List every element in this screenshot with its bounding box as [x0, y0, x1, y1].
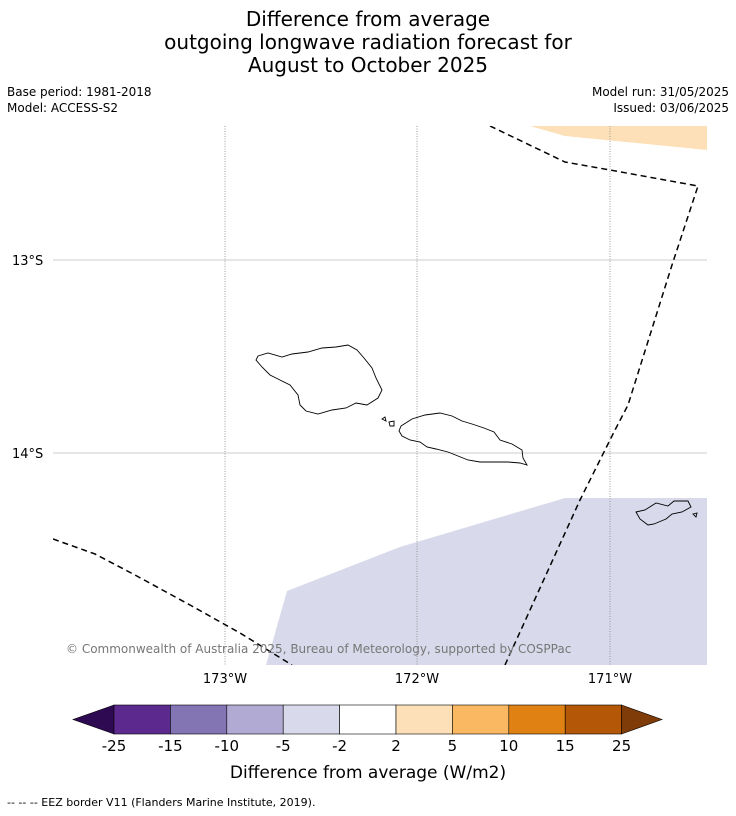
colorbar-min-extension	[72, 704, 115, 735]
lon-label-172w: 172°W	[395, 672, 439, 687]
negative-anomaly-region	[266, 498, 707, 665]
title-line-3: August to October 2025	[247, 53, 489, 77]
colorbar-tick-label: 10	[499, 737, 518, 755]
colorbar-tick-label: 2	[391, 737, 401, 755]
title-line-2: outgoing longwave radiation forecast for	[164, 30, 572, 54]
meta-left: Base period: 1981-2018 Model: ACCESS-S2	[7, 84, 152, 116]
map-area	[53, 126, 707, 665]
eez-border-north-east	[489, 126, 699, 665]
colorbar-segment	[282, 704, 340, 735]
colorbar-tick-label: -15	[158, 737, 183, 755]
colorbar-segment	[508, 704, 566, 735]
savaii-island	[255, 344, 383, 415]
colorbar-segment	[226, 704, 284, 735]
colorbar-tick-label: 15	[556, 737, 575, 755]
upolu-island	[398, 412, 528, 466]
positive-anomaly-region	[530, 126, 707, 150]
colorbar-tick-label: -25	[102, 737, 127, 755]
colorbar-segment	[170, 704, 228, 735]
meta-right: Model run: 31/05/2025 Issued: 03/06/2025	[592, 84, 729, 116]
chart-title: Difference from average outgoing longwav…	[0, 8, 736, 77]
colorbar-label: Difference from average (W/m2)	[230, 763, 506, 783]
tutuila-island	[635, 500, 692, 526]
eez-border-south-west	[53, 538, 293, 665]
colorbar-tick-label: 5	[448, 737, 458, 755]
colorbar-segment	[339, 704, 397, 735]
colorbar-segment	[113, 704, 171, 735]
base-period: Base period: 1981-2018	[7, 85, 152, 99]
eez-legend-note: -- -- -- EEZ border V11 (Flanders Marine…	[7, 796, 316, 809]
colorbar-tick-label: -2	[332, 737, 347, 755]
apolima-island	[381, 416, 387, 422]
lat-label-14s: 14°S	[12, 447, 43, 462]
colorbar-tick-label: -10	[215, 737, 240, 755]
model-name: Model: ACCESS-S2	[7, 101, 119, 115]
title-line-1: Difference from average	[245, 7, 491, 31]
colorbar-max-extension	[621, 704, 663, 735]
issued-date: Issued: 03/06/2025	[613, 101, 729, 115]
model-run: Model run: 31/05/2025	[591, 85, 729, 99]
colorbar: -25 -15 -10 -5 -2 2 5 10 15 25	[72, 704, 663, 755]
lat-label-13s: 13°S	[12, 254, 43, 269]
colorbar-segment	[452, 704, 510, 735]
aunuu-island	[692, 512, 698, 518]
manono-island	[388, 420, 395, 427]
colorbar-segment	[395, 704, 453, 735]
lon-label-171w: 171°W	[588, 672, 632, 687]
colorbar-segment	[564, 704, 622, 735]
colorbar-tick-label: -5	[276, 737, 291, 755]
colorbar-tick-label: 25	[612, 737, 631, 755]
copyright-text: © Commonwealth of Australia 2025, Bureau…	[66, 642, 571, 656]
lon-label-173w: 173°W	[203, 672, 247, 687]
